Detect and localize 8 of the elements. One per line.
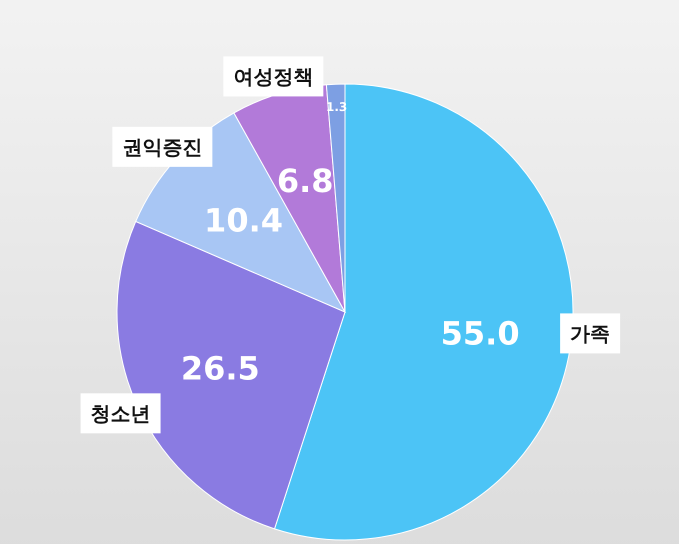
- slice-label: 여성정책: [233, 64, 314, 88]
- data-label: 26.5: [180, 349, 260, 388]
- data-label: 6.8: [276, 162, 334, 200]
- data-label: 10.4: [204, 201, 284, 240]
- slice-label: 권익증진: [122, 134, 202, 159]
- slice-label: 청소년: [90, 401, 151, 426]
- slice-label: 가족: [570, 321, 610, 346]
- data-label: 55.0: [440, 314, 520, 352]
